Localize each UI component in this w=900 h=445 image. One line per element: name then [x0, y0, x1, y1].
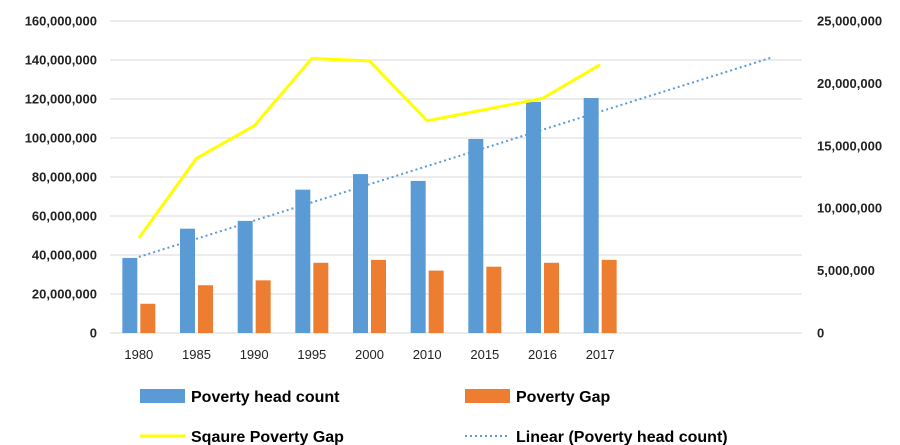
x-tick-label: 1980	[124, 347, 153, 362]
bar-poverty-gap	[601, 259, 617, 333]
right-tick-label: 0	[817, 326, 824, 341]
bar-poverty-head-count	[122, 257, 138, 333]
left-tick-label: 40,000,000	[32, 248, 97, 263]
right-axis: 0 5,000,000 10,000,000 15,000,000 20,000,000…	[817, 14, 882, 341]
bar-poverty-head-count	[468, 138, 484, 333]
right-tick-label: 10,000,000	[817, 201, 882, 216]
legend-swatch-poverty-gap	[465, 389, 510, 403]
bar-poverty-head-count	[583, 98, 599, 334]
trendline-poverty-head-count	[138, 56, 774, 258]
left-tick-label: 60,000,000	[32, 209, 97, 224]
bar-poverty-head-count	[353, 174, 368, 333]
left-tick-label: 0	[90, 326, 97, 341]
line-series	[137, 56, 774, 258]
bar-poverty-head-count	[526, 101, 541, 333]
legend-label-linear-poverty-head-count-: Linear (Poverty head count)	[516, 429, 728, 445]
x-tick-label: 2010	[413, 347, 442, 362]
bar-poverty-gap	[255, 280, 271, 333]
bar-poverty-gap	[371, 259, 386, 333]
bar-poverty-head-count	[295, 189, 311, 333]
right-tick-label: 25,000,000	[817, 14, 882, 29]
bar-poverty-gap	[140, 303, 156, 333]
x-tick-label: 2016	[528, 347, 557, 362]
x-tick-label: 2000	[355, 347, 384, 362]
x-tick-label: 1985	[182, 347, 211, 362]
left-tick-label: 160,000,000	[25, 14, 97, 29]
bar-poverty-gap	[313, 262, 329, 333]
legend-label-sqaure-poverty-gap: Sqaure Poverty Gap	[191, 429, 344, 445]
x-tick-label: 1990	[240, 347, 269, 362]
bar-poverty-head-count	[237, 220, 253, 333]
right-tick-label: 5,000,000	[817, 263, 875, 278]
right-tick-label: 20,000,000	[817, 76, 882, 91]
bar-poverty-head-count	[410, 180, 426, 333]
bar-poverty-gap	[428, 270, 444, 333]
left-tick-label: 140,000,000	[25, 53, 97, 68]
x-tick-label: 2017	[586, 347, 615, 362]
legend: Poverty head count Poverty Gap Sqaure Pove…	[140, 389, 728, 445]
left-tick-label: 100,000,000	[25, 131, 97, 146]
legend-label-poverty-gap: Poverty Gap	[516, 389, 610, 406]
bar-poverty-gap	[198, 285, 213, 333]
bar-poverty-head-count	[180, 228, 195, 333]
x-axis: 1980 1985 1990 1995 2000 2010 2015 2016 2017	[124, 347, 614, 362]
left-axis: 0 20,000,000 40,000,000 60,000,000 80,000,00…	[25, 14, 97, 341]
right-tick-label: 15,000,000	[817, 138, 882, 153]
legend-label-poverty-head-count: Poverty head count	[191, 389, 340, 406]
left-tick-label: 120,000,000	[25, 92, 97, 107]
x-tick-label: 1995	[297, 347, 326, 362]
bar-series	[122, 98, 617, 334]
legend-swatch-poverty-head-count	[140, 389, 185, 403]
x-tick-label: 2015	[470, 347, 499, 362]
line-square-poverty-gap	[137, 56, 601, 240]
left-tick-label: 80,000,000	[32, 170, 97, 185]
left-tick-label: 20,000,000	[32, 287, 97, 302]
bar-poverty-gap	[486, 266, 502, 333]
bar-poverty-gap	[544, 262, 559, 333]
gridlines	[110, 20, 802, 334]
